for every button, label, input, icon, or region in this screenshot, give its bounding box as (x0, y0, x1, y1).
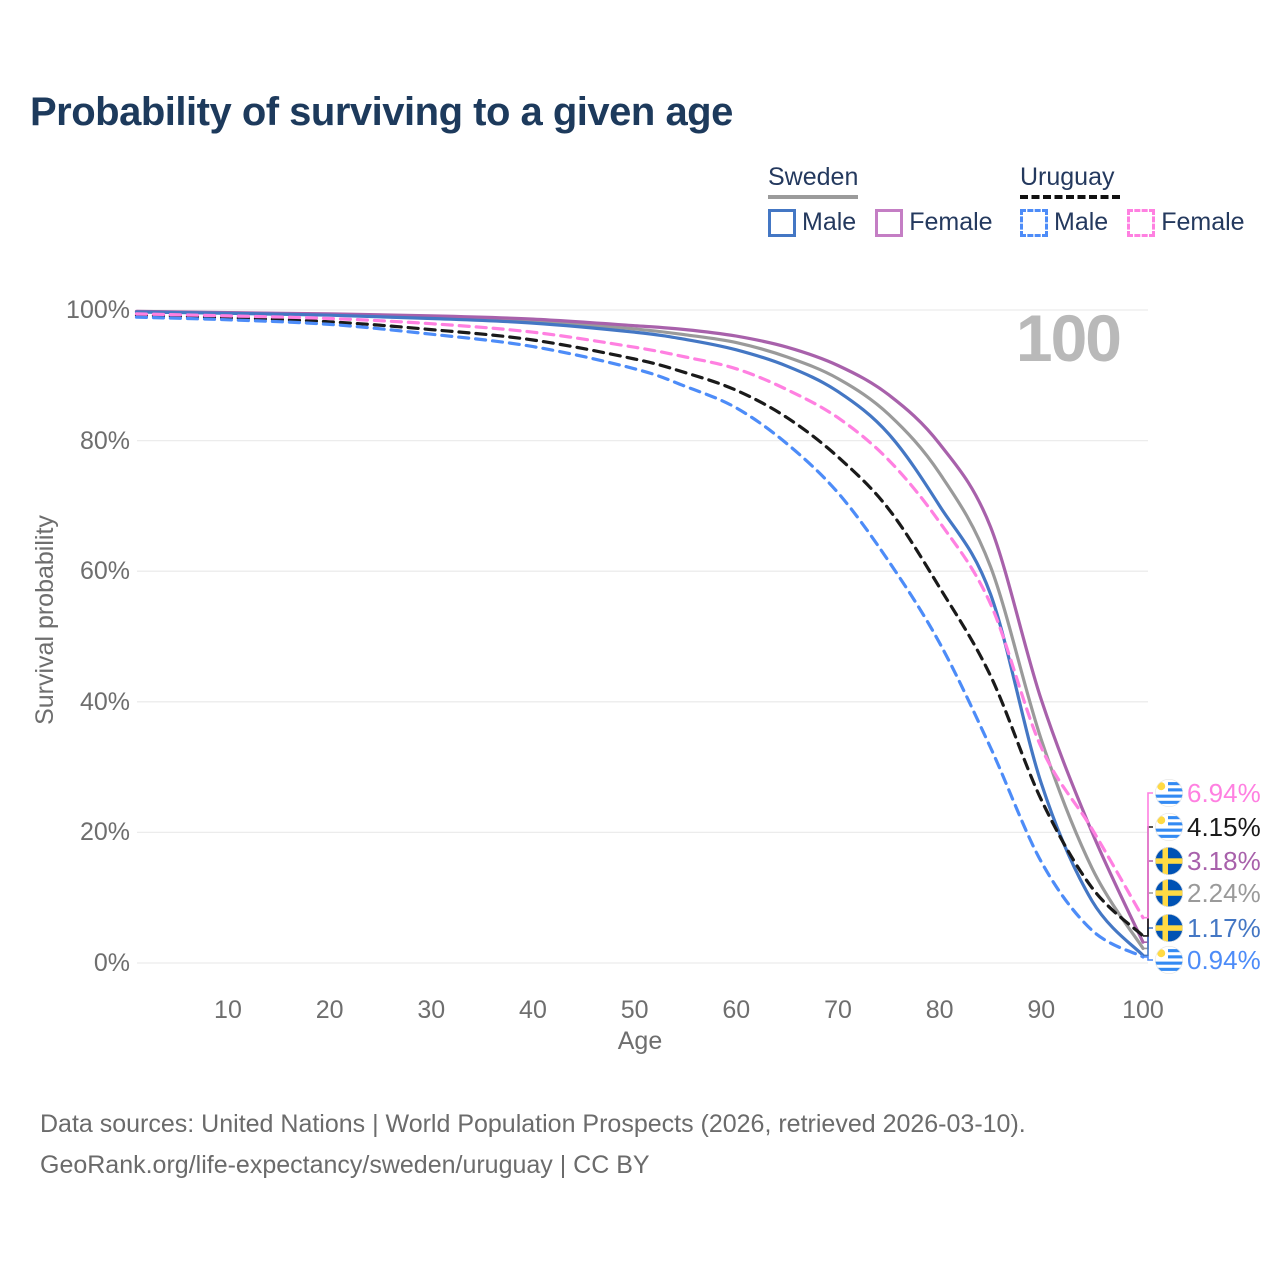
curve-uruguay-male (134, 315, 1145, 959)
y-tick-60: 60% (79, 557, 130, 586)
end-label-sweden-female: 3.18% (1187, 846, 1261, 876)
legend-group-uruguay: Uruguay Male Female (1020, 163, 1245, 237)
end-label-sweden-total: 2.24% (1187, 878, 1261, 908)
legend-label-uruguay-male: Male (1054, 208, 1109, 236)
sweden-flag-icon (1155, 914, 1183, 942)
legend-label-uruguay-female: Female (1161, 208, 1245, 236)
end-value-labels: 2.24%3.18% 1.17% 4.15% 0.94% 6.94% (1187, 778, 1261, 975)
curve-sweden-total (134, 310, 1145, 950)
page-title: Probability of surviving to a given age (30, 90, 733, 134)
x-tick-80: 80 (925, 996, 954, 1024)
legend-title-uruguay: Uruguay (1020, 163, 1115, 191)
legend-group-sweden: Sweden Male Female (768, 163, 993, 237)
y-axis-title: Survival probability (31, 515, 59, 725)
leader-uruguay-male (1143, 956, 1153, 961)
uruguay-male-swatch-icon (1020, 208, 1048, 237)
sweden-male-swatch-icon (768, 208, 796, 237)
x-tick-30: 30 (417, 996, 446, 1024)
end-label-sweden-male: 1.17% (1187, 913, 1261, 943)
curve-uruguay-female (134, 312, 1145, 920)
legend-label-sweden-male: Male (802, 208, 857, 236)
age-watermark: 100 (1015, 301, 1122, 375)
y-tick-40: 40% (79, 687, 130, 716)
legend-item-uruguay-female: Female (1127, 208, 1245, 237)
x-tick-90: 90 (1027, 996, 1056, 1024)
legend-item-uruguay-male: Male (1020, 208, 1108, 237)
x-axis-title: Age (617, 1027, 663, 1055)
end-label-uruguay-total: 4.15% (1187, 812, 1261, 842)
sweden-flag-icon (1155, 879, 1183, 907)
footer-line-1: Data sources: United Nations | World Pop… (40, 1110, 1026, 1138)
x-tick-70: 70 (824, 996, 852, 1024)
x-tick-50: 50 (620, 996, 649, 1024)
leader-sweden-male (1143, 927, 1153, 957)
x-tick-20: 20 (315, 996, 344, 1024)
end-label-uruguay-female: 6.94% (1187, 778, 1261, 808)
uruguay-female-swatch-icon (1127, 208, 1156, 237)
curve-sweden-female (134, 309, 1145, 944)
series-curves (134, 309, 1145, 959)
y-tick-20: 20% (79, 818, 130, 847)
end-label-uruguay-male: 0.94% (1187, 945, 1261, 975)
uruguay-flag-icon (1155, 813, 1183, 841)
x-tick-60: 60 (722, 996, 751, 1024)
data-source-note: Data sources: United Nations | World Pop… (40, 1104, 1026, 1186)
curve-uruguay-total (134, 313, 1145, 938)
footer-line-2: GeoRank.org/life-expectancy/sweden/urugu… (40, 1151, 650, 1179)
x-tick-100: 100 (1122, 996, 1164, 1024)
gridlines (137, 309, 1148, 964)
legend-underline-uruguay (1020, 195, 1120, 199)
x-tick-40: 40 (519, 996, 547, 1024)
sweden-flag-icon (1155, 847, 1183, 875)
uruguay-flag-icon (1155, 779, 1183, 807)
legend-label-sweden-female: Female (909, 208, 993, 236)
legend-title-sweden: Sweden (768, 163, 859, 191)
x-tick-10: 10 (214, 996, 242, 1024)
curve-sweden-male (134, 310, 1145, 957)
legend-underline-sweden (768, 195, 858, 199)
uruguay-flag-icon (1155, 946, 1183, 974)
legend-item-sweden-female: Female (875, 208, 993, 237)
y-tick-0: 0% (93, 949, 130, 977)
end-label-flags (1155, 779, 1183, 974)
end-label-leader-lines (1143, 792, 1153, 961)
legend-item-sweden-male: Male (768, 208, 856, 237)
leader-uruguay-female (1143, 792, 1153, 919)
y-tick-100: 100% (66, 296, 130, 324)
y-tick-80: 80% (79, 426, 130, 455)
sweden-female-swatch-icon (875, 208, 904, 237)
